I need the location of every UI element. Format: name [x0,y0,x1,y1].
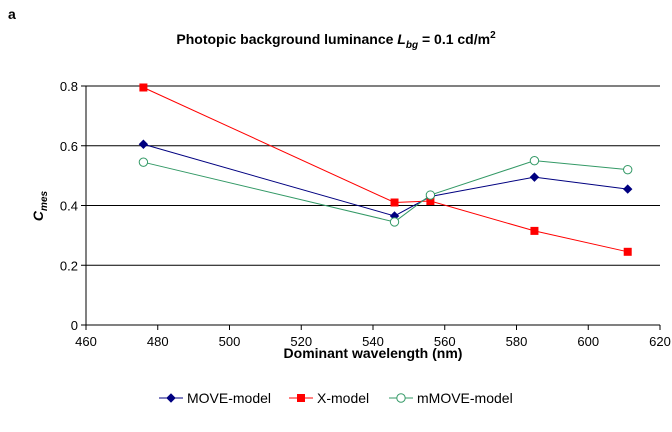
legend-swatch-marker [166,393,176,403]
tick-labels: 0 0.2 0.4 0.6 0.8 460 480 500 520 540 560 580 600 620 [60,79,671,349]
data-point [529,155,540,166]
legend-item: mMOVE-model [389,390,513,406]
y-axis-title: Cmes [30,190,50,221]
legend-item: MOVE-model [159,390,271,406]
axes [81,85,661,330]
series-x-model [139,83,632,256]
data-point [623,164,633,175]
data-point [425,190,436,200]
legend-label: mMOVE-model [417,390,513,406]
legend: MOVE-model X-model mMOVE-model [159,390,513,406]
x-tick-label: 600 [577,334,599,349]
x-tick-label: 460 [75,334,97,349]
y-tick-label: 0.2 [60,258,78,273]
legend-swatch-marker [297,394,305,402]
data-point [623,184,633,194]
x-tick-label: 520 [290,334,312,349]
x-tick-label: 560 [434,334,456,349]
legend-item: X-model [289,390,369,406]
x-tick-label: 500 [219,334,241,349]
chart-title-symbol: L [397,31,406,47]
legend-label: MOVE-model [187,390,271,406]
y-axis-title-subscript: mes [39,190,50,210]
data-point [139,83,148,92]
x-tick-label: 540 [362,334,384,349]
y-tick-label: 0.6 [60,139,78,154]
legend-label: X-model [317,390,369,406]
chart-title-suffix: = 0.1 cd/m [418,31,490,47]
y-tick-label: 0.8 [60,79,78,94]
data-point [529,172,540,182]
x-tick-label: 580 [506,334,528,349]
data-point [138,157,149,167]
y-axis-title-symbol: C [30,210,46,221]
legend-swatch-marker [396,393,406,403]
x-tick-label: 480 [147,334,169,349]
chart-title: Photopic background luminance Lbg = 0.1 … [176,30,496,51]
data-point [623,247,632,256]
x-tick-label: 620 [649,334,671,349]
series-mmove-model [138,155,633,227]
data-point [389,217,400,227]
gridlines [86,85,660,266]
y-tick-label: 0 [71,318,78,333]
x-axis-title: Dominant wavelength (nm) [284,345,463,361]
chart-title-symbol-subscript: bg [406,40,418,51]
data-point [390,198,399,207]
chart-title-superscript: 2 [490,30,496,41]
data-point [530,226,539,235]
y-tick-label: 0.4 [60,199,78,214]
panel-label: a [8,6,16,22]
data-point [138,139,149,149]
chart-title-prefix: Photopic background luminance [176,31,397,47]
plot-series [138,83,633,256]
